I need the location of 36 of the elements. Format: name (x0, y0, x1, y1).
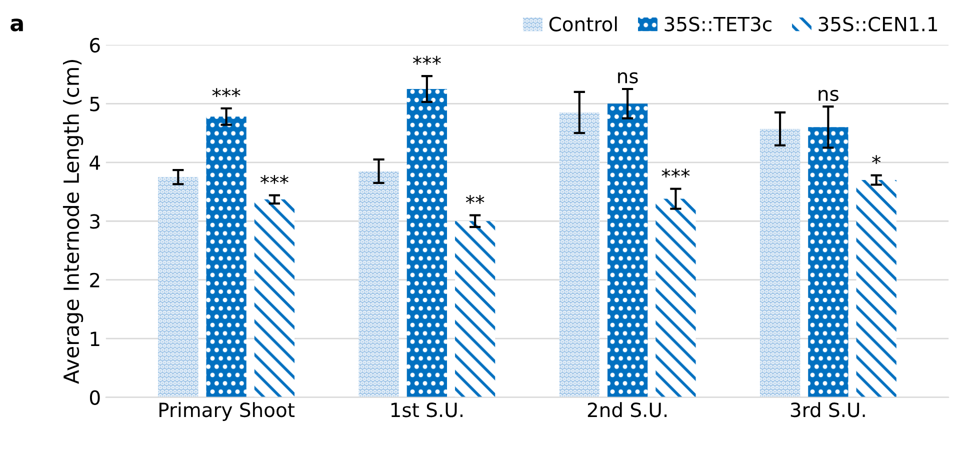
bar (455, 221, 496, 398)
data-label: * (872, 155, 881, 164)
y-tick-label: 4 (90, 156, 100, 170)
text: a (10, 18, 23, 32)
bar (856, 180, 896, 398)
bar (206, 116, 246, 398)
x-tick-label: 2nd S.U. (588, 402, 667, 418)
y-tick-label: 6 (90, 38, 100, 53)
bar (760, 128, 800, 398)
legend-label: Control (549, 16, 617, 32)
data-label: *** (662, 168, 690, 178)
bar (254, 199, 295, 398)
x-tick-label: Primary Shoot (160, 402, 295, 421)
bar (656, 198, 696, 398)
x-tick-label: 3rd S.U. (790, 402, 865, 418)
bar (607, 104, 648, 398)
y-tick-label: 1 (90, 332, 100, 346)
data-label: *** (260, 175, 288, 184)
data-label: *** (412, 56, 441, 65)
data-label: *** (212, 88, 240, 97)
x-tick-label: 1st S.U. (391, 402, 462, 418)
bar (559, 112, 600, 398)
y-tick-label: 3 (90, 214, 100, 229)
bar (406, 88, 447, 398)
data-label: ** (466, 195, 484, 204)
data-label: ns (818, 90, 838, 102)
bar (808, 127, 848, 398)
y-axis-title: Average Internode Length (cm) (62, 60, 84, 384)
y-tick-label: 0 (90, 390, 100, 405)
bar (158, 177, 198, 398)
legend-label: 35S::CEN1.1 (818, 16, 938, 32)
data-label: ns (618, 72, 638, 84)
y-tick-label: 5 (90, 96, 100, 112)
legend-label: 35S::TET3c (664, 16, 772, 32)
bar (358, 171, 399, 398)
y-tick-label: 2 (90, 272, 100, 288)
